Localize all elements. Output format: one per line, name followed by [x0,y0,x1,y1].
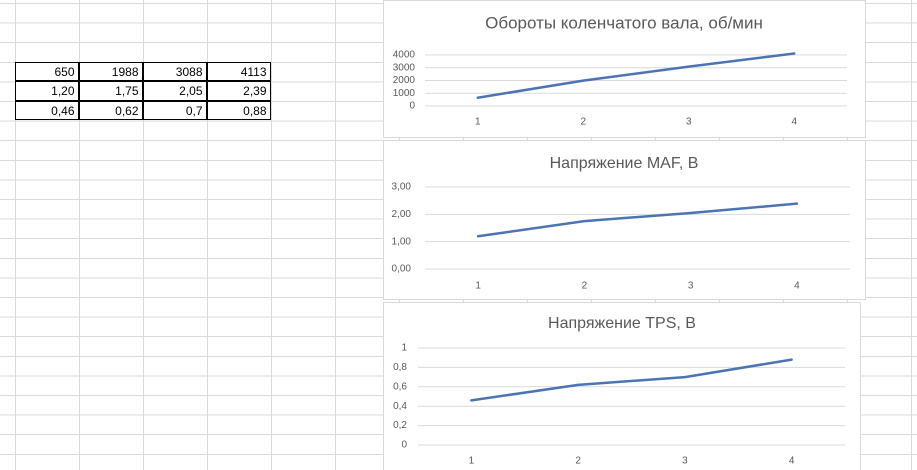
data-line [476,52,796,99]
x-tick-label: 2 [582,281,588,292]
x-tick-label: 1 [469,456,475,467]
chart-title: Напряжение MAF, В [550,155,699,172]
x-tick-label: 3 [686,117,692,128]
y-tick-label: 0 [401,440,407,451]
chart-title: Обороты коленчатого вала, об/мин [485,13,763,32]
x-tick-label: 3 [682,456,688,467]
cell: 3088 [142,61,207,82]
cell: 0,88 [206,100,271,121]
chart-panel [383,0,866,138]
y-tick-label: 1 [401,343,407,354]
x-tick-label: 4 [791,117,797,128]
y-tick-label: 2,00 [392,209,412,220]
x-tick-label: 2 [580,117,586,128]
x-tick-label: 4 [794,281,800,292]
x-tick-label: 2 [575,456,581,467]
x-tick-label: 1 [475,117,481,128]
y-tick-label: 0,2 [393,420,407,431]
cell: 0,46 [14,100,79,121]
cell: 2,05 [142,81,207,101]
x-tick-label: 4 [789,456,795,467]
cell: 1,20 [14,81,79,101]
y-tick-label: 0,6 [393,381,407,392]
cell: 2,39 [206,81,271,101]
y-tick-label: 0,8 [393,362,407,373]
y-tick-label: 0,00 [392,264,412,275]
chart-panel [383,302,861,470]
cell: 1988 [78,61,143,82]
cell: 0,7 [142,100,207,121]
cell: 0,62 [78,100,143,121]
x-tick-label: 3 [688,281,694,292]
chart-panel [383,140,866,300]
y-tick-label: 3000 [393,62,416,73]
cell: 650 [14,61,79,82]
cell: 1,75 [78,81,143,101]
data-line [476,202,799,238]
chart-title: Напряжение TPS, В [548,315,696,332]
y-tick-label: 0 [409,101,415,112]
y-tick-label: 1,00 [392,236,412,247]
y-tick-label: 2000 [393,75,416,86]
y-tick-label: 3,00 [392,182,412,193]
cell: 4113 [206,61,271,82]
y-tick-label: 0,4 [393,401,407,412]
y-tick-label: 4000 [393,50,416,61]
data-line [470,358,793,402]
x-tick-label: 1 [475,281,481,292]
y-tick-label: 1000 [393,88,416,99]
